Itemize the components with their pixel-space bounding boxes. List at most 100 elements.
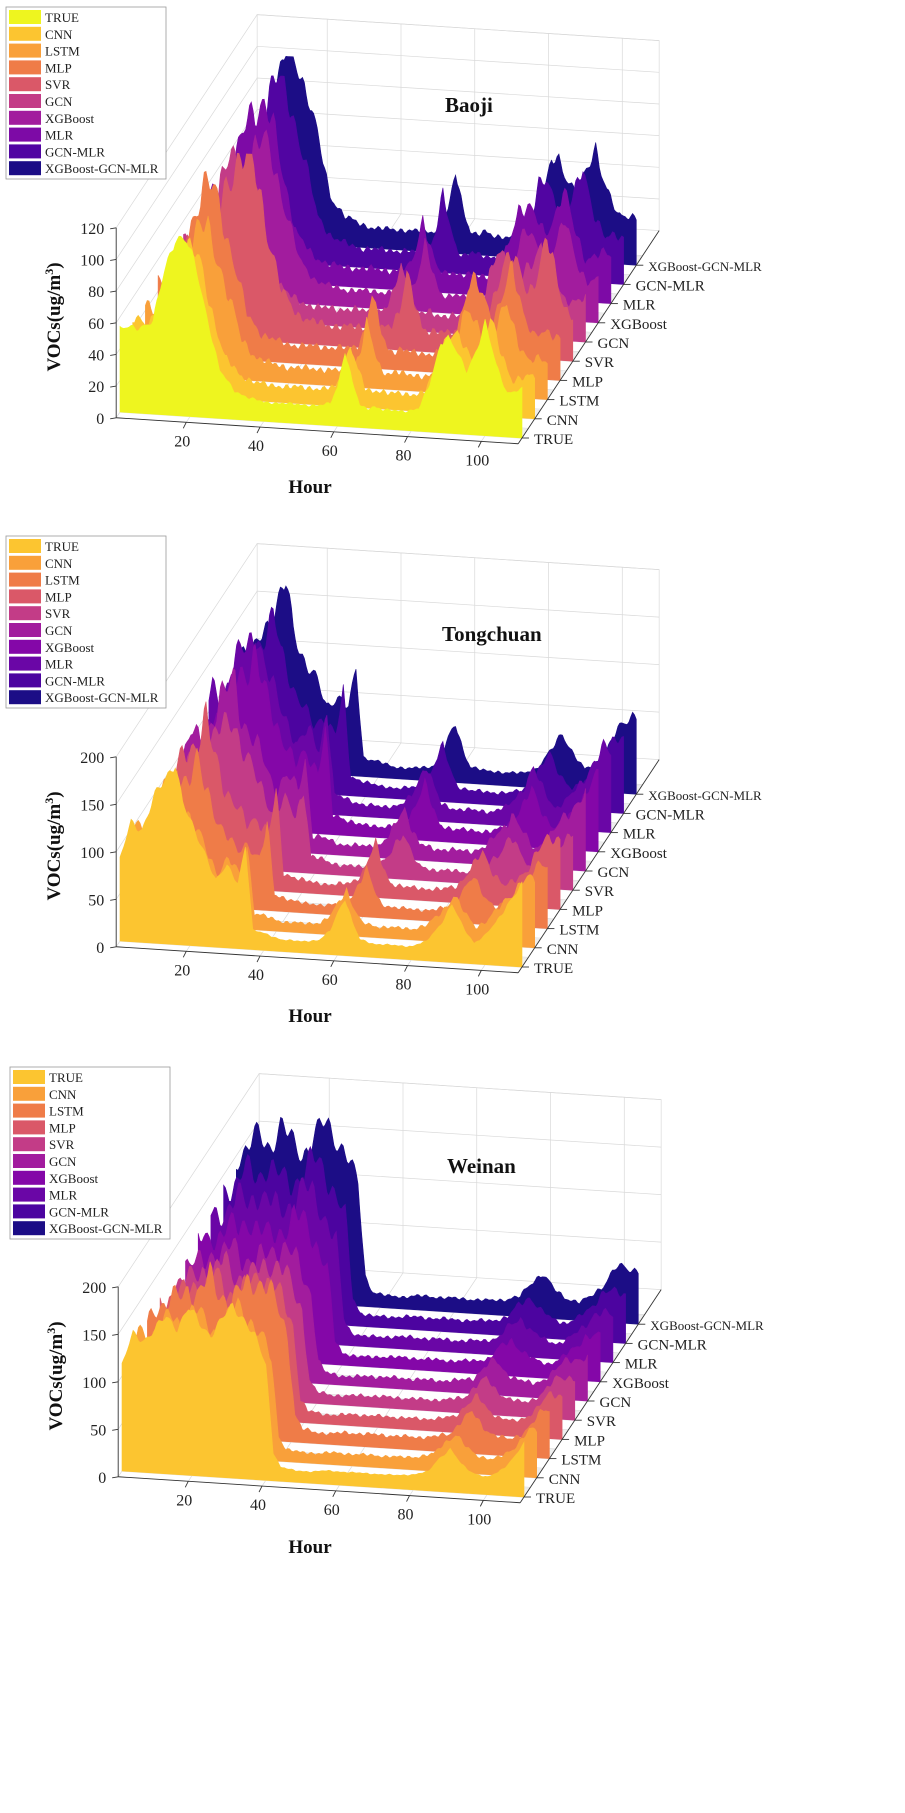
legend-swatch	[13, 1154, 45, 1168]
series-axis: TRUE CNN LSTM MLP SVR GCN XGBoost MLR GCN-MLR XGB…	[517, 230, 762, 448]
gridline-y	[115, 543, 660, 757]
x-tick	[406, 1495, 410, 1502]
y-tick-label: 50	[90, 1422, 106, 1439]
series-tick-label: TRUE	[534, 961, 573, 977]
series-tick-label: MLP	[572, 374, 603, 390]
y-axis: 0 50 100 150 200	[80, 750, 117, 957]
legend-swatch	[13, 1170, 45, 1185]
y-tick-label: 100	[80, 252, 104, 269]
y-tick-label: 200	[80, 750, 104, 767]
legend-entry: GCN-MLR	[45, 144, 105, 159]
x-tick-label: 20	[174, 962, 190, 979]
legend-entry: TRUE	[45, 539, 79, 554]
x-tick	[330, 960, 335, 968]
legend-swatch	[13, 1221, 45, 1236]
legend-swatch	[9, 127, 41, 142]
chart-title: Tongchuan	[442, 622, 542, 646]
y-tick-label: 80	[88, 284, 104, 301]
series-tick-label: TRUE	[536, 1491, 575, 1507]
legend-swatch	[13, 1070, 45, 1084]
legend-swatch	[13, 1120, 45, 1135]
x-axis-title: Hour	[288, 477, 332, 498]
y-tick	[110, 385, 117, 388]
legend-swatch	[9, 673, 41, 688]
x-tick	[477, 970, 482, 977]
chart-title: Weinan	[447, 1154, 516, 1178]
legend-swatch	[13, 1086, 45, 1101]
series-tick-label: MLR	[623, 827, 656, 843]
legend-swatch	[9, 161, 41, 176]
y-tick-label: 50	[88, 892, 104, 909]
x-tick-label: 60	[322, 443, 338, 460]
series-tick-label: CNN	[547, 942, 579, 958]
y-tick-label: 0	[98, 1470, 106, 1487]
x-tick-label: 100	[465, 981, 489, 998]
x-tick-label: 80	[398, 1507, 414, 1524]
legend-entry: LSTM	[45, 573, 80, 588]
series-tick-label: LSTM	[561, 1453, 601, 1469]
y-tick	[110, 946, 117, 949]
legend-entry: GCN	[45, 94, 73, 109]
series-axis: TRUE CNN LSTM MLP SVR GCN XGBoost MLR GCN-MLR XGB…	[519, 1289, 764, 1507]
series-tick-label: GCN-MLR	[638, 1337, 707, 1353]
y-tick	[110, 353, 117, 356]
legend-swatch	[9, 555, 41, 570]
series-tick-label: XGBoost	[610, 846, 668, 862]
series-tick-label: MLP	[572, 903, 603, 919]
x-axis-line	[118, 1476, 521, 1504]
y-tick-label: 0	[96, 411, 104, 428]
x-tick	[330, 431, 335, 439]
legend-swatch	[9, 572, 41, 587]
x-axis-title: Hour	[288, 1537, 332, 1558]
x-tick-label: 60	[324, 1502, 340, 1519]
legend-entry: CNN	[45, 556, 73, 571]
series-area	[119, 235, 523, 439]
series-tick-label: SVR	[585, 355, 614, 371]
legend-swatch	[9, 639, 41, 654]
y-axis-title: VOCs(ug/m3)	[42, 791, 65, 900]
y-tick	[112, 1286, 119, 1289]
series-tick-label: GCN	[598, 865, 630, 881]
x-tick	[256, 955, 261, 963]
legend-entry: SVR	[45, 77, 71, 92]
series-tick-label: CNN	[549, 1472, 581, 1488]
series-true	[119, 235, 529, 439]
legend-entry: TRUE	[45, 10, 79, 25]
x-axis-line	[116, 946, 519, 974]
series-area	[119, 767, 523, 968]
legend-entry: XGBoost-GCN-MLR	[45, 690, 159, 705]
legend-swatch	[9, 26, 41, 41]
legend-entry: CNN	[45, 27, 73, 42]
series-axis-line	[517, 230, 660, 445]
y-tick	[112, 1476, 119, 1479]
y-tick-label: 150	[80, 797, 104, 814]
x-tick-label: 20	[176, 1492, 192, 1509]
series-tick-label: XGBoost	[610, 317, 668, 333]
legend-swatch	[13, 1137, 45, 1152]
legend-entry: LSTM	[49, 1104, 84, 1119]
y-tick	[110, 803, 117, 806]
legend-entry: GCN	[45, 623, 73, 638]
y-tick-label: 150	[82, 1327, 106, 1344]
series-area	[208, 98, 612, 304]
y-tick	[110, 322, 117, 325]
x-tick-label: 80	[396, 448, 412, 465]
series-tick-label: XGBoost-GCN-MLR	[650, 1318, 764, 1333]
legend-swatch	[9, 690, 41, 705]
x-tick-label: 40	[248, 967, 264, 984]
series-tick-label: SVR	[587, 1414, 616, 1430]
series-area	[157, 170, 561, 381]
x-tick-label: 100	[465, 452, 489, 469]
legend-entry: XGBoost-GCN-MLR	[45, 161, 159, 176]
legend-swatch	[9, 77, 41, 92]
series-tick-label: LSTM	[559, 923, 599, 939]
y-axis-title-end: )	[46, 1321, 67, 1327]
series-tick-label: GCN-MLR	[636, 807, 705, 823]
legend-swatch	[9, 10, 41, 24]
x-axis-title: Hour	[288, 1006, 332, 1027]
legend-swatch	[9, 623, 41, 637]
legend-swatch	[13, 1103, 45, 1118]
